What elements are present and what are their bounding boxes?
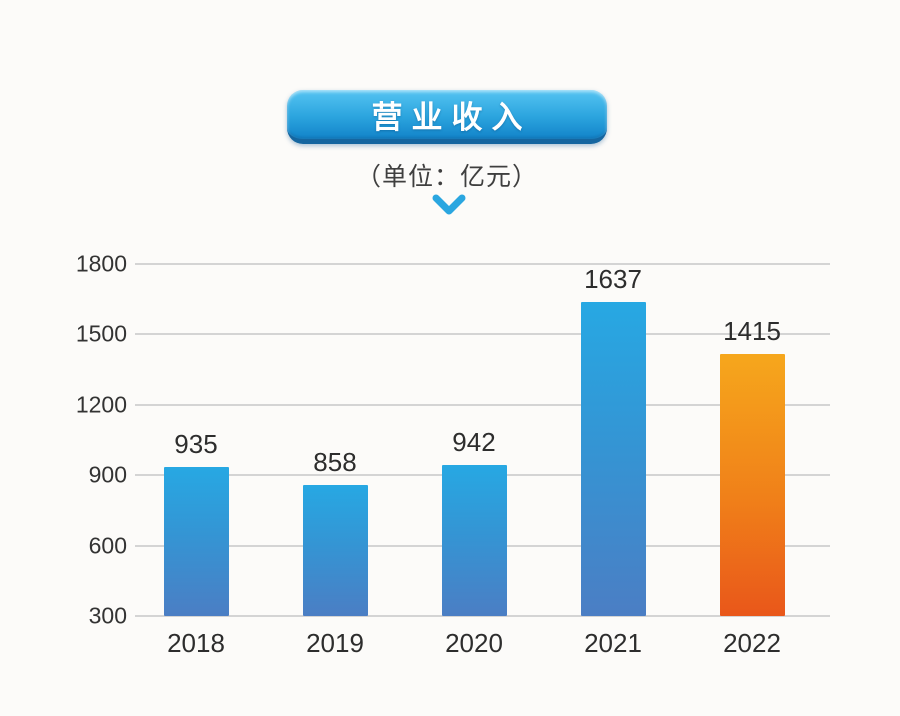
y-axis-tick-label: 600	[88, 532, 127, 559]
y-axis-tick-label: 900	[88, 461, 127, 488]
x-axis-tick-label: 2021	[584, 628, 642, 658]
title-badge: 营业收入	[287, 90, 607, 144]
bar-2020	[441, 465, 507, 616]
chevron-down-icon	[432, 194, 466, 216]
y-axis-tick-label: 300	[88, 602, 127, 629]
bar-2021	[580, 302, 646, 616]
bar-2019	[302, 485, 368, 616]
gridline	[135, 333, 830, 336]
unit-label: （单位：亿元）	[355, 163, 538, 191]
y-axis-tick-label: 1500	[75, 320, 127, 347]
page-title: 营业收入	[371, 100, 532, 135]
gridline	[135, 403, 830, 406]
bar-2018	[163, 466, 229, 616]
y-axis-tick-label: 1200	[75, 391, 127, 418]
x-axis-tick-label: 2018	[167, 628, 225, 658]
gridline	[135, 615, 830, 617]
x-axis-tick-label: 2022	[723, 628, 781, 658]
bar-2022	[719, 354, 785, 616]
bar-value-label: 1637	[584, 264, 642, 295]
y-axis-tick-label: 1800	[75, 250, 127, 277]
bar-value-label: 935	[174, 428, 218, 459]
bar-value-label: 1415	[723, 316, 781, 347]
gridline	[135, 263, 830, 265]
x-axis-tick-label: 2019	[306, 628, 364, 658]
bar-value-label: 942	[452, 427, 496, 458]
x-axis-tick-label: 2020	[445, 628, 503, 658]
bar-value-label: 858	[313, 447, 357, 478]
